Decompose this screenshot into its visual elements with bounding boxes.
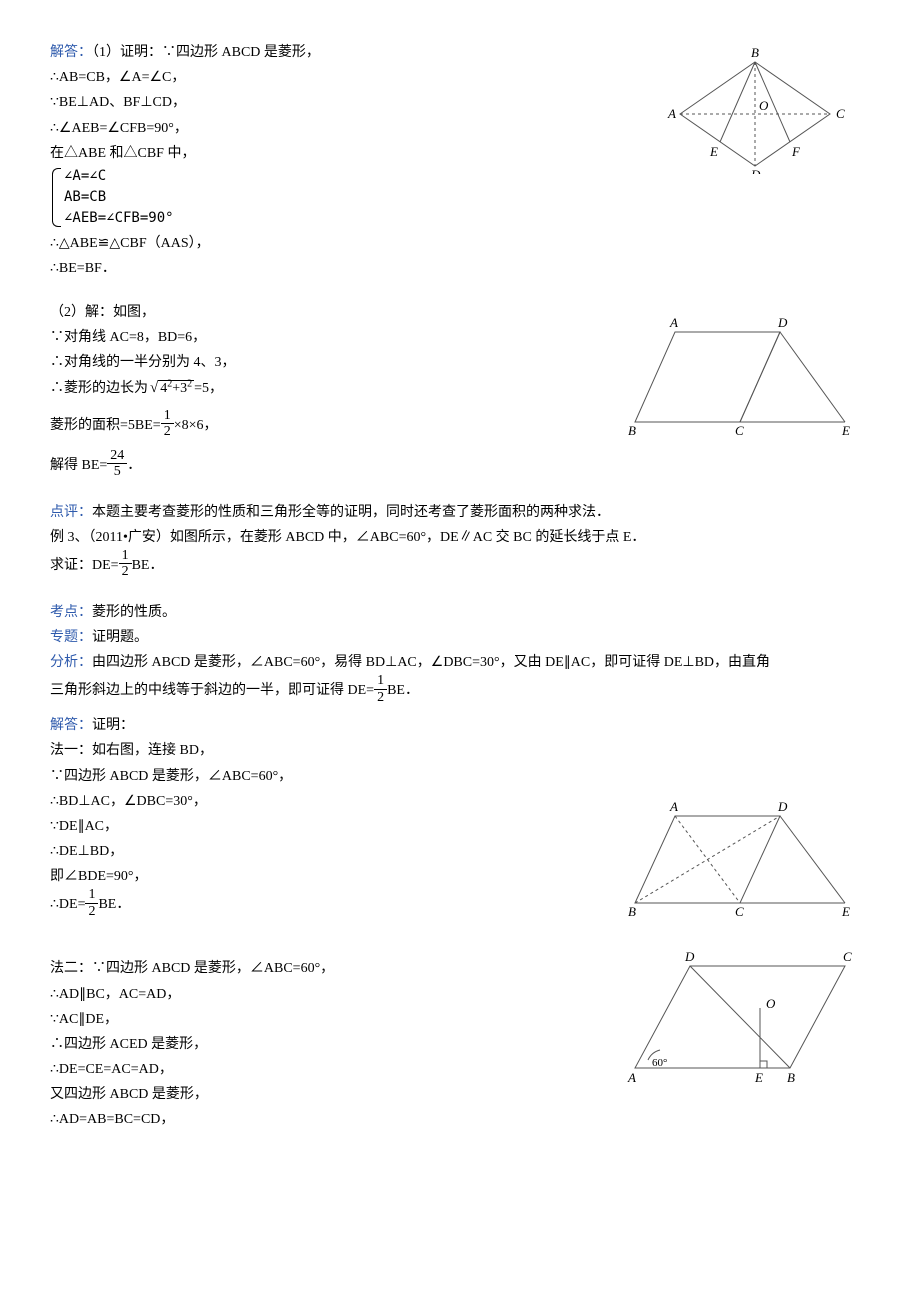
example-3-heading: 例 3、（2011•广安）如图所示，在菱形 ABCD 中，∠ABC=60°，DE… [50, 525, 870, 550]
svg-text:D: D [750, 167, 761, 174]
svg-text:A: A [667, 106, 676, 121]
text: （1）证明：∵四边形 ABCD 是菱形， [92, 45, 320, 60]
analysis-label: 分析： [50, 655, 92, 670]
svg-text:C: C [735, 904, 744, 919]
svg-text:C: C [843, 949, 852, 964]
svg-text:E: E [709, 144, 718, 159]
svg-text:E: E [754, 1070, 763, 1085]
text: 法一：如右图，连接 BD， [50, 738, 870, 763]
text: 证明题。 [92, 630, 148, 645]
topic-label: 考点： [50, 605, 92, 620]
svg-text:E: E [841, 423, 850, 438]
svg-text:60°: 60° [652, 1057, 667, 1069]
svg-text:D: D [777, 315, 788, 330]
figure-3-method1: A D B C E [620, 798, 860, 928]
figure-1-rhombus: A B C D E F O [650, 44, 860, 174]
text: 解得 BE=245． [50, 450, 870, 482]
equation-system: ∠A=∠C AB=CB ∠AEB=∠CFB=90° [50, 166, 174, 229]
svg-text:F: F [791, 144, 801, 159]
svg-text:A: A [669, 799, 678, 814]
text: 由四边形 ABCD 是菱形，∠ABC=60°，易得 BD⊥AC，∠DBC=30°… [92, 655, 770, 670]
text: ∴BE=BF． [50, 256, 870, 281]
svg-text:B: B [628, 904, 636, 919]
svg-text:B: B [751, 45, 759, 60]
svg-text:B: B [787, 1070, 795, 1085]
comment-label: 点评： [50, 505, 92, 520]
figure-2-rhombus-side: A D B C E [620, 312, 860, 452]
text: ∴△ABE≌△CBF（AAS）， [50, 231, 870, 256]
svg-text:C: C [836, 106, 845, 121]
text: 三角形斜边上的中线等于斜边的一半，即可证得 DE=12BE． [50, 675, 870, 707]
svg-text:B: B [628, 423, 636, 438]
svg-text:D: D [777, 799, 788, 814]
svg-text:D: D [684, 949, 695, 964]
svg-text:C: C [735, 423, 744, 438]
text: 菱形的性质。 [92, 605, 176, 620]
text: 本题主要考查菱形的性质和三角形全等的证明，同时还考查了菱形面积的两种求法． [92, 505, 610, 520]
svg-text:E: E [841, 904, 850, 919]
answer-label: 解答： [50, 45, 92, 60]
answer-label-2: 解答： [50, 718, 92, 733]
text: ∵四边形 ABCD 是菱形，∠ABC=60°， [50, 764, 870, 789]
svg-text:O: O [759, 98, 769, 113]
figure-4-method2: D C A E B O 60° [620, 948, 860, 1098]
type-label: 专题： [50, 630, 92, 645]
text: ∴AD=AB=BC=CD， [50, 1107, 870, 1132]
svg-text:A: A [627, 1070, 636, 1085]
svg-text:A: A [669, 315, 678, 330]
text: 证明： [92, 718, 134, 733]
svg-text:O: O [766, 996, 776, 1011]
text: 求证：DE=12BE． [50, 550, 870, 582]
